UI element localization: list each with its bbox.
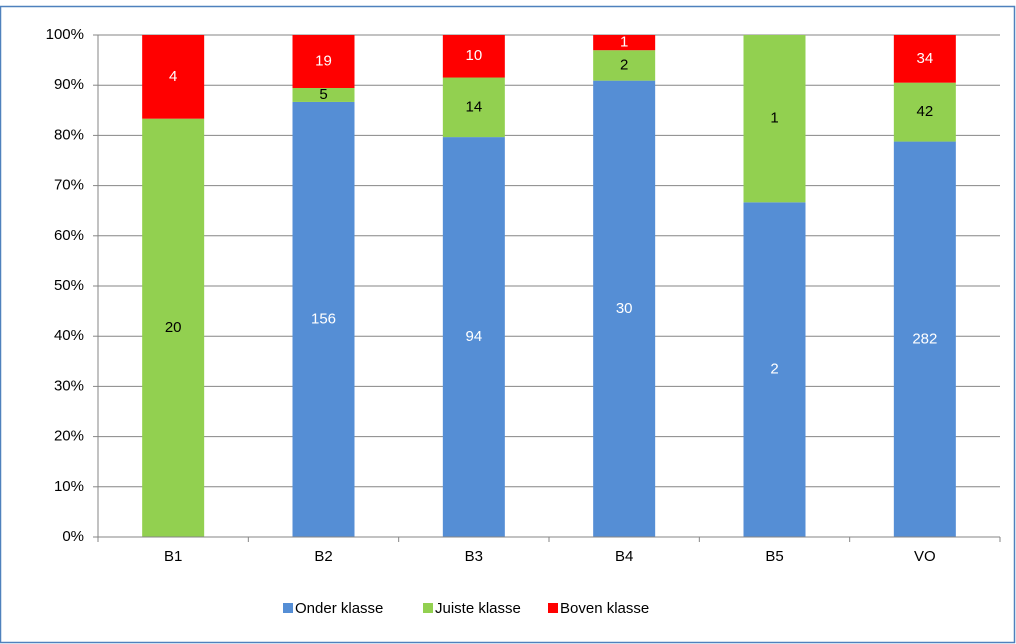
y-tick-label: 10% <box>54 478 84 495</box>
bar-segment <box>292 101 355 537</box>
y-tick-label: 0% <box>62 528 84 545</box>
data-label: 30 <box>616 300 633 317</box>
x-tick-label: B3 <box>465 548 483 565</box>
y-tick-label: 50% <box>54 277 84 294</box>
data-label: 156 <box>311 310 336 327</box>
y-tick-label: 30% <box>54 377 84 394</box>
x-tick-label: VO <box>914 548 936 565</box>
legend-label: Onder klasse <box>295 600 383 617</box>
bar-segment <box>442 35 505 78</box>
legend-label: Boven klasse <box>560 600 649 617</box>
data-label: 5 <box>319 86 327 103</box>
data-label: 14 <box>465 98 482 115</box>
bar-segment <box>442 77 505 138</box>
x-tick-label: B4 <box>615 548 633 565</box>
data-label: 2 <box>770 361 778 378</box>
bar-segment <box>743 35 806 203</box>
y-tick-label: 90% <box>54 76 84 93</box>
data-label: 19 <box>315 52 332 69</box>
data-label: 20 <box>165 319 182 336</box>
data-label: 282 <box>912 330 937 347</box>
y-tick-label: 60% <box>54 227 84 244</box>
y-tick-label: 80% <box>54 126 84 143</box>
bar-segment <box>142 118 205 538</box>
x-tick-label: B2 <box>314 548 332 565</box>
bar-segment <box>893 35 956 83</box>
data-label: 1 <box>620 34 628 51</box>
bar-segment <box>593 35 656 51</box>
bar-segment <box>893 82 956 142</box>
bar-segment <box>442 137 505 538</box>
bar-segment <box>593 50 656 81</box>
x-tick-label: B1 <box>164 548 182 565</box>
legend-swatch <box>283 603 293 613</box>
y-tick-label: 40% <box>54 327 84 344</box>
y-tick-label: 100% <box>46 26 84 43</box>
x-tick-label: B5 <box>765 548 783 565</box>
data-label: 4 <box>169 68 177 85</box>
data-label: 1 <box>770 110 778 127</box>
data-label: 2 <box>620 56 628 73</box>
bar-segment <box>292 87 355 102</box>
data-label: 42 <box>916 103 933 120</box>
data-label: 10 <box>465 47 482 64</box>
data-label: 94 <box>465 328 482 345</box>
bar-segment <box>743 202 806 538</box>
bar-segment <box>593 80 656 538</box>
legend-swatch <box>548 603 558 613</box>
y-tick-label: 20% <box>54 428 84 445</box>
bar-segment <box>142 35 205 119</box>
legend-label: Juiste klasse <box>435 600 521 617</box>
y-tick-label: 70% <box>54 177 84 194</box>
legend-swatch <box>423 603 433 613</box>
bar-segment <box>893 141 956 538</box>
bar-segment <box>292 35 355 88</box>
data-label: 34 <box>916 50 933 67</box>
